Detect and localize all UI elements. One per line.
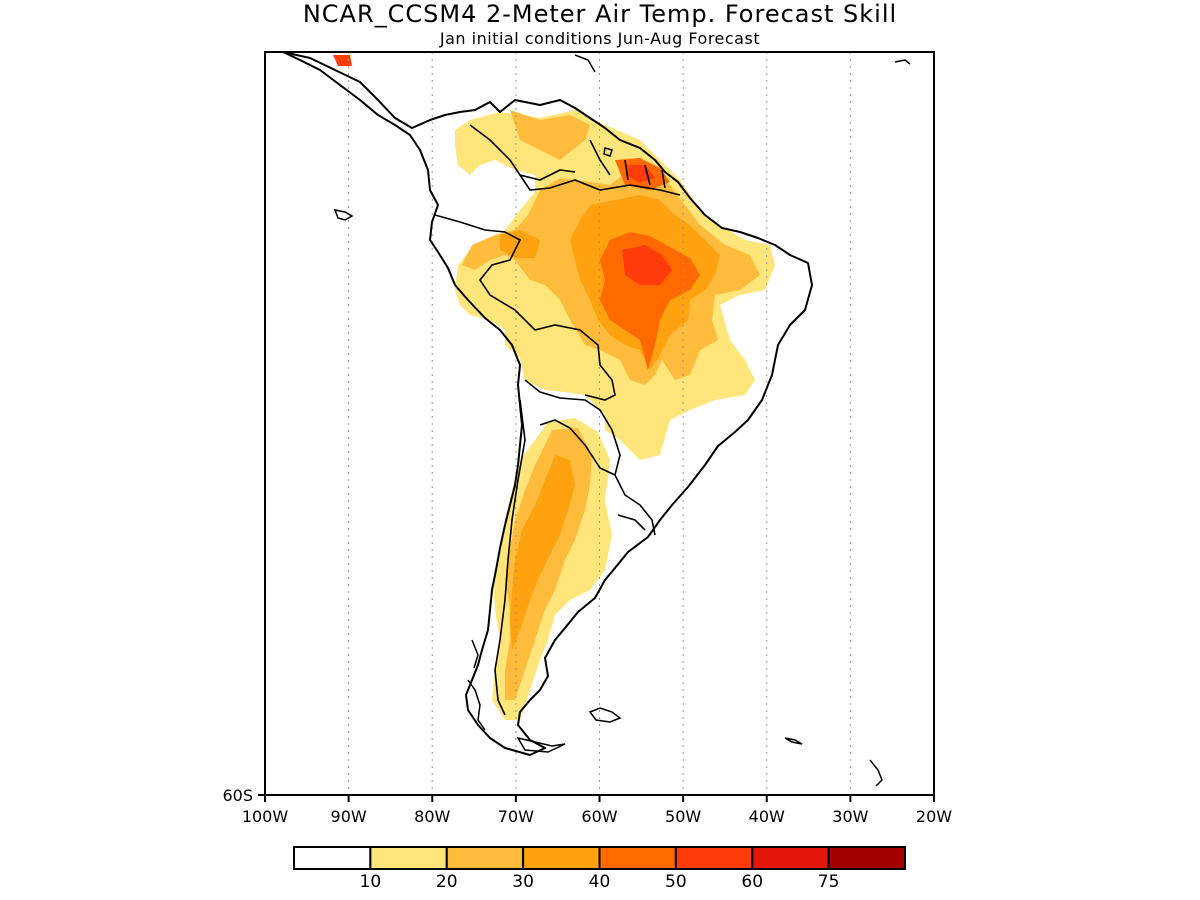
south-georgia-island	[784, 737, 803, 745]
border-colombia-ecuador-peru	[434, 214, 526, 321]
latitude-axis: 10NEQ10S20S30S40S50S60S	[222, 786, 265, 805]
border-chile-argentina	[494, 399, 526, 716]
skill-shading-layer	[333, 55, 775, 720]
lon-tick-label: 40W	[749, 807, 785, 826]
tierra-del-fuego	[516, 736, 566, 753]
colorbar-swatch	[751, 846, 830, 870]
shade-level-5-caribbean	[333, 55, 352, 66]
colorbar-swatch	[598, 846, 677, 870]
south-atlantic-islands	[869, 759, 883, 787]
chilean-archipelago	[467, 639, 486, 731]
country-borders	[434, 124, 681, 716]
map-title: NCAR_CCSM4 2-Meter Air Temp. Forecast Sk…	[302, 0, 898, 28]
lat-tick-label: 60S	[222, 786, 253, 805]
border-peru-bolivia-brazil	[524, 319, 616, 401]
colorbar-swatch	[674, 846, 754, 870]
lon-tick-label: 30W	[832, 807, 868, 826]
caribbean-coast-fragment	[574, 54, 911, 73]
border-brazil-north	[519, 174, 681, 196]
galapagos-island	[333, 208, 354, 221]
shade-level-5-guiana	[625, 165, 655, 183]
colorbar-swatch	[293, 846, 372, 870]
colorbar-swatch	[369, 846, 448, 870]
islands	[333, 54, 911, 787]
trinidad-island	[603, 147, 613, 157]
border-argentina-uruguay-brazil	[614, 474, 656, 536]
colorbar-label: 30	[512, 872, 534, 892]
colorbar-label: 75	[818, 872, 840, 892]
lon-tick-label: 100W	[242, 807, 289, 826]
colorbar-label: 20	[436, 872, 458, 892]
shade-level-3-west	[500, 230, 540, 258]
lon-tick-label: 70W	[498, 807, 534, 826]
border-uruguay	[617, 514, 646, 531]
coastline-layer	[282, 52, 911, 787]
south-america-coastline	[282, 52, 813, 756]
colorbar-label: 10	[360, 872, 382, 892]
falkland-islands	[588, 707, 622, 723]
shade-level-2-northwest	[510, 110, 590, 160]
map-subtitle: Jan initial conditions Jun-Aug Forecast	[439, 29, 761, 48]
lon-tick-label: 20W	[916, 807, 952, 826]
border-venezuela-guyana	[589, 139, 611, 176]
colorbar-label: 50	[665, 872, 687, 892]
colorbar-swatch	[522, 846, 601, 870]
colorbar-swatch	[445, 846, 525, 870]
lon-tick-label: 60W	[581, 807, 617, 826]
colorbar-label: 60	[741, 872, 763, 892]
shade-level-3-south	[510, 455, 575, 650]
colorbar-label: 40	[589, 872, 611, 892]
lat-lon-gridlines	[348, 52, 851, 795]
shade-level-5-core	[622, 245, 672, 285]
lon-tick-label: 90W	[331, 807, 367, 826]
lon-tick-label: 50W	[665, 807, 701, 826]
colorbar-swatch	[827, 846, 906, 870]
lon-tick-label: 80W	[414, 807, 450, 826]
colorbar: 10 20 30 40 50 60 75	[293, 846, 906, 892]
longitude-axis: 100W 90W 80W 70W 60W 50W 40W 30W 20W	[242, 795, 952, 826]
border-guianas	[624, 159, 666, 189]
border-bolivia-paraguay	[524, 379, 621, 477]
